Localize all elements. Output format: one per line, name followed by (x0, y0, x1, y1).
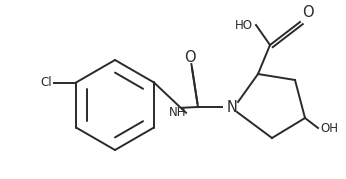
Text: O: O (302, 5, 313, 20)
Text: Cl: Cl (40, 76, 52, 89)
Text: NH: NH (169, 106, 187, 119)
Text: OH: OH (320, 122, 338, 134)
Text: N: N (227, 100, 237, 115)
Text: HO: HO (235, 18, 253, 32)
Text: O: O (184, 50, 196, 65)
